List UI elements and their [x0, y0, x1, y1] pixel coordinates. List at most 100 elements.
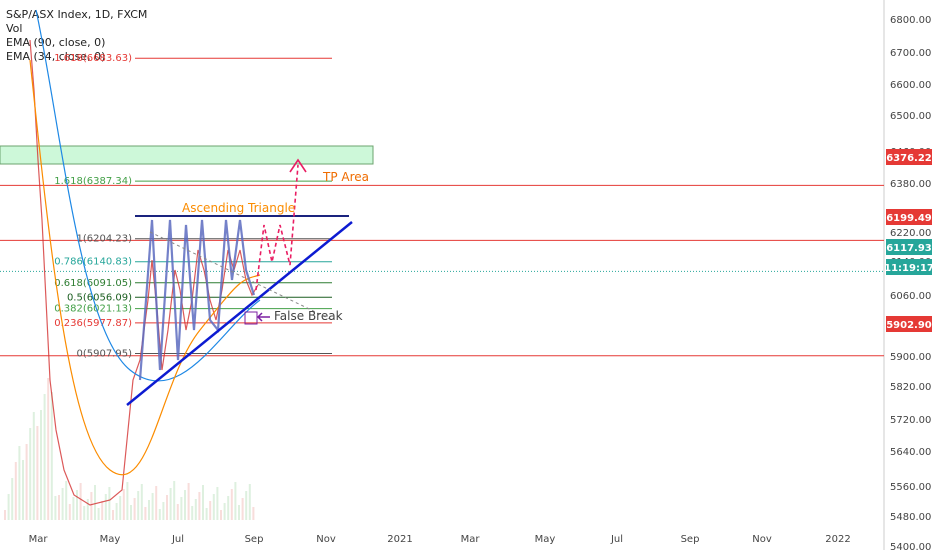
x-tick-label: May: [100, 534, 121, 545]
projection-arrowhead: [289, 158, 307, 173]
volume-bar: [173, 481, 176, 520]
tp-zone: [0, 145, 374, 165]
legend-title: S&P/ASX Index, 1D, FXCM: [6, 8, 148, 21]
fib-level-label: 0(5907.95): [76, 349, 132, 360]
y-tick-label: 5720.00: [890, 415, 931, 426]
x-tick-label: Jul: [610, 534, 623, 545]
volume-bar: [18, 446, 21, 520]
volume-bar: [76, 490, 78, 520]
volume-bar: [29, 428, 32, 520]
x-tick-label: Mar: [29, 534, 49, 545]
volume-bar: [151, 493, 154, 520]
volume-bar: [7, 494, 10, 520]
y-tick-label: 6380.00: [890, 179, 931, 190]
triangle-label: Ascending Triangle: [182, 201, 295, 215]
volume-bar: [230, 489, 233, 520]
volume-bar: [65, 481, 68, 520]
volume-bar: [176, 504, 179, 520]
volume-bar: [61, 488, 64, 520]
volume-bar: [241, 498, 244, 520]
y-tick-label: 6800.00: [890, 15, 931, 26]
volume-bar: [194, 499, 197, 520]
volume-bar: [14, 462, 17, 520]
volume-bar: [115, 503, 118, 520]
volume-bar: [130, 505, 132, 520]
volume-bar: [184, 490, 186, 520]
volume-bar: [94, 485, 96, 520]
x-tick-label: 2022: [825, 534, 850, 545]
volume-bar: [205, 508, 208, 520]
volume-bar: [11, 478, 14, 520]
volume-bar: [209, 501, 212, 520]
fib-level-label: 1.618(6683.63): [54, 53, 132, 64]
volume-bar: [68, 504, 71, 520]
volume-bar: [133, 498, 136, 520]
price-label: 5902.90: [886, 320, 932, 331]
price-series: [29, 39, 259, 506]
volume-bar: [155, 486, 158, 520]
volume-bar: [122, 489, 125, 520]
volume-bar: [126, 482, 129, 520]
volume-bar: [180, 497, 183, 520]
volume-bar: [144, 507, 147, 520]
price-label: 6117.93: [886, 243, 932, 254]
volume-bar: [191, 506, 194, 520]
volume-bar: [4, 510, 6, 520]
volume-bar: [101, 501, 104, 520]
fib-level-label: 0.618(6091.05): [54, 278, 132, 289]
volume-bar: [43, 394, 46, 520]
volume-bar: [212, 494, 215, 520]
volume-bar: [166, 495, 168, 520]
y-tick-label: 5640.00: [890, 447, 931, 458]
volume-bar: [50, 392, 53, 520]
tp-area-label: TP Area: [322, 170, 369, 184]
false-break-box: [244, 311, 258, 325]
y-tick-label: 5480.00: [890, 512, 931, 523]
x-tick-label: Nov: [316, 534, 336, 545]
price-label-bg: [886, 316, 932, 332]
dashed-diagonal: [149, 231, 333, 321]
volume-bar: [58, 495, 60, 520]
volume-bar: [79, 483, 82, 520]
y-tick-label: 5820.00: [890, 382, 931, 393]
fib-level-label: 1(6204.23): [76, 234, 132, 245]
volume-bar: [162, 502, 165, 520]
false-break-label: False Break: [274, 309, 343, 323]
volume-bar: [32, 412, 35, 520]
volume-bar: [169, 488, 172, 520]
volume-bar: [223, 503, 226, 520]
volume-bar: [198, 492, 201, 520]
y-tick-label: 5560.00: [890, 482, 931, 493]
volume-bar: [137, 491, 140, 520]
volume-bar: [72, 497, 75, 520]
volume-bar: [245, 491, 248, 520]
x-tick-label: Nov: [752, 534, 772, 545]
volume-bar: [112, 510, 114, 520]
triangle-bottom-line: [126, 221, 353, 406]
x-tick-label: Mar: [461, 534, 481, 545]
fib-level-label: 0.5(6056.09): [67, 292, 132, 303]
volume-bar: [90, 492, 93, 520]
volume-bar: [158, 509, 161, 520]
volume-bar: [119, 496, 122, 520]
volume-bar: [238, 505, 240, 520]
volume-bar: [22, 460, 24, 520]
volume-bar: [234, 482, 237, 520]
volume-bar: [220, 510, 222, 520]
volume-bar: [83, 506, 86, 520]
price-label: 11:19:17: [884, 263, 932, 274]
volume-bar: [140, 484, 143, 520]
volume-bar: [54, 496, 57, 520]
volume-bar: [202, 485, 204, 520]
volume-bar: [187, 483, 190, 520]
y-tick-label: 5400.00: [890, 542, 931, 550]
volume-bars: [4, 378, 255, 520]
volume-bar: [104, 494, 107, 520]
x-tick-label: May: [535, 534, 556, 545]
volume-bar: [148, 500, 150, 520]
x-tick-label: Sep: [245, 534, 264, 545]
price-label-bg: [886, 239, 932, 255]
volume-bar: [248, 484, 251, 520]
triangle-zigzag: [138, 219, 256, 381]
